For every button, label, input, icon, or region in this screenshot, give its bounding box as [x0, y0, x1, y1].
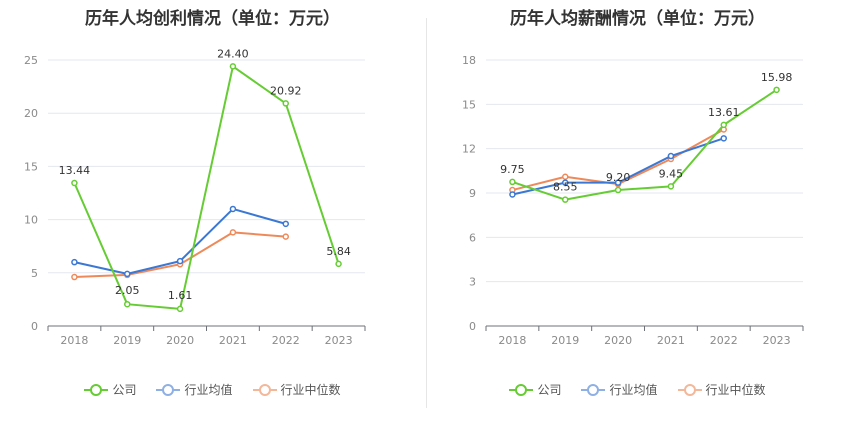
legend-label: 公司	[537, 383, 562, 397]
y-tick-label: 25	[24, 54, 38, 67]
data-point	[71, 273, 78, 281]
y-tick-label: 9	[469, 187, 476, 200]
data-point	[229, 63, 237, 70]
legend-marker-icon	[677, 383, 702, 397]
legend-item[interactable]: 行业中位数	[677, 381, 766, 398]
x-tick-label: 2018	[498, 334, 526, 347]
x-tick-label: 2018	[60, 334, 88, 347]
data-point	[282, 100, 289, 107]
y-tick-label: 15	[24, 160, 38, 173]
series-line-公司	[512, 89, 778, 201]
chart-title: 历年人均创利情况（单位：万元）	[85, 9, 340, 29]
legend-label: 公司	[112, 383, 137, 397]
data-point	[562, 173, 569, 180]
data-point	[71, 179, 78, 187]
data-label: 15.98	[761, 71, 793, 84]
data-point	[124, 300, 131, 308]
data-point	[229, 205, 237, 213]
data-point	[335, 260, 342, 268]
chart-legend: 公司 行业均值 行业中位数	[425, 381, 850, 398]
chart-plot-area: 0 5 10 15 20 25 2018 2019 2020 2021 2022 2023 13.44 2…	[24, 47, 366, 347]
x-tick-label: 2021	[219, 334, 247, 347]
data-label: 9.45	[659, 167, 684, 180]
data-point	[282, 233, 289, 240]
panel-divider	[426, 18, 427, 408]
data-label: 13.44	[59, 164, 91, 177]
chart-panel-right: 历年人均薪酬情况（单位：万元） 0 3 6 9 12 15 18 2018 2019 2020 20…	[425, 0, 850, 437]
y-tick-label: 6	[469, 231, 476, 244]
legend-marker-icon	[509, 383, 534, 397]
data-point	[773, 86, 780, 94]
legend-label: 行业中位数	[705, 383, 766, 397]
data-point	[667, 152, 675, 160]
chart-panel-left: 历年人均创利情况（单位：万元） 0 5 10 15 20 25 2018 2019 2020 20…	[0, 9, 425, 398]
legend-marker-icon	[84, 383, 109, 397]
data-label: 13.61	[708, 106, 740, 119]
data-point	[562, 179, 569, 186]
legend-item[interactable]: 行业均值	[581, 381, 658, 398]
legend-label: 行业均值	[184, 383, 233, 397]
data-label: 2.05	[115, 284, 140, 297]
data-point	[229, 229, 237, 236]
chart-title: 历年人均薪酬情况（单位：万元）	[510, 9, 765, 29]
data-label: 8.55	[553, 181, 578, 194]
x-tick-label: 2019	[551, 334, 579, 347]
x-tick-label: 2023	[325, 334, 353, 347]
legend-item[interactable]: 行业均值	[156, 381, 233, 398]
legend-marker-icon	[252, 383, 277, 397]
legend-label: 行业中位数	[280, 383, 341, 397]
x-tick-label: 2022	[272, 334, 300, 347]
data-point	[71, 258, 78, 266]
y-tick-label: 5	[31, 267, 38, 280]
data-label: 20.92	[270, 84, 302, 97]
legend-label: 行业均值	[609, 383, 658, 397]
legend-item[interactable]: 公司	[509, 381, 561, 398]
legend-marker-icon	[581, 383, 606, 397]
data-label: 9.75	[500, 163, 525, 176]
data-point	[176, 257, 184, 265]
y-tick-label: 20	[24, 107, 38, 120]
data-point	[282, 220, 289, 228]
series-line-公司	[73, 65, 340, 310]
chart-legend: 公司 行业均值 行业中位数	[0, 381, 425, 398]
x-tick-label: 2020	[166, 334, 194, 347]
data-point	[124, 270, 131, 278]
data-point	[509, 191, 516, 198]
x-tick-label: 2023	[763, 334, 791, 347]
data-label: 9.20	[606, 171, 631, 184]
x-tick-label: 2021	[657, 334, 685, 347]
x-tick-label: 2019	[113, 334, 141, 347]
y-tick-label: 0	[469, 320, 476, 333]
legend-marker-icon	[156, 383, 181, 397]
y-tick-label: 12	[462, 143, 476, 156]
data-point	[720, 121, 727, 129]
legend-item[interactable]: 公司	[84, 381, 136, 398]
legend-item[interactable]: 行业中位数	[252, 381, 341, 398]
y-tick-label: 3	[469, 276, 476, 289]
x-tick-label: 2020	[604, 334, 632, 347]
data-point	[614, 186, 622, 194]
data-point	[614, 179, 622, 186]
data-point	[562, 196, 569, 203]
y-tick-label: 18	[462, 54, 476, 67]
data-label: 24.40	[217, 47, 249, 60]
data-point	[176, 305, 184, 313]
chart-plot-area: 0 3 6 9 12 15 18 2018 2019 2020 2021 2022 2023 9.75 8.…	[462, 54, 804, 347]
data-point	[720, 135, 727, 142]
data-point	[509, 178, 516, 186]
y-tick-label: 15	[462, 98, 476, 111]
y-tick-label: 0	[31, 320, 38, 333]
x-tick-label: 2022	[710, 334, 738, 347]
y-tick-label: 10	[24, 214, 38, 227]
data-label: 1.61	[168, 289, 193, 302]
data-label: 5.84	[326, 245, 351, 258]
data-point	[667, 183, 675, 190]
